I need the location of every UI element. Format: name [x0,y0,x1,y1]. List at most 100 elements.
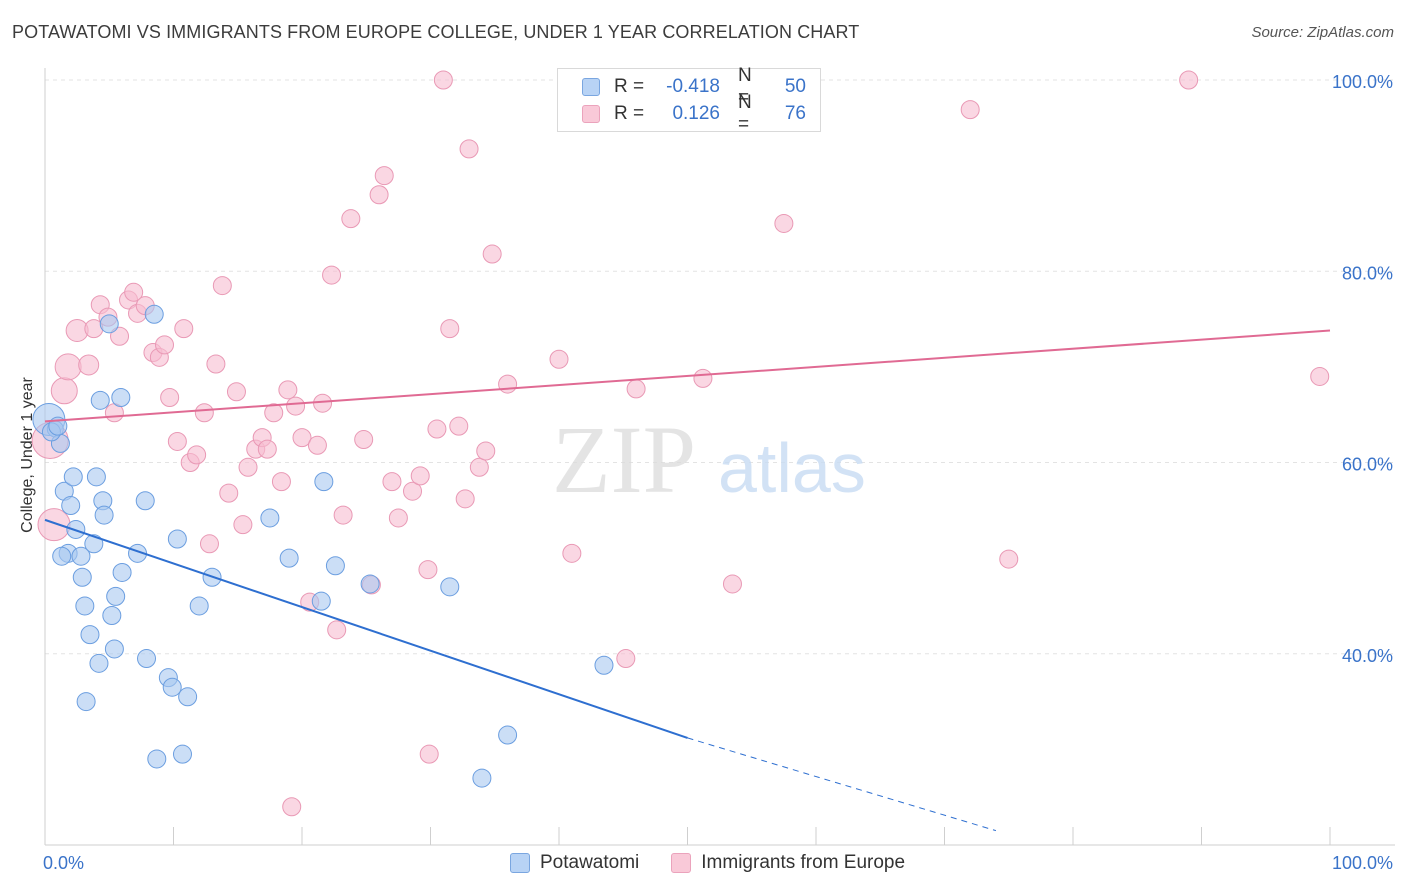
immigrants-point [313,393,333,413]
potawatomi-point [90,390,110,410]
immigrants-point [476,441,496,461]
potawatomi-point [189,596,209,616]
source-label: Source: ZipAtlas.com [1251,24,1394,41]
potawatomi-point [94,505,114,525]
immigrants-point [282,797,302,817]
immigrants-point [626,379,646,399]
immigrants-point [206,354,226,374]
immigrants-point [124,282,144,302]
potawatomi-point [80,625,100,645]
potawatomi-point [112,562,132,582]
immigrants-point [960,100,980,120]
potawatomi-point [52,546,72,566]
immigrants-point [774,213,794,233]
potawatomi-point [167,529,187,549]
potawatomi-point [178,687,198,707]
legend-r-label: R = [614,103,645,124]
legend-swatch-pink [582,105,600,123]
potawatomi-point [440,577,460,597]
y-tick-label: 100.0% [1332,72,1393,92]
immigrants-trendline [44,329,1331,423]
immigrants-point [322,265,342,285]
immigrants-point [410,466,430,486]
potawatomi-point [75,596,95,616]
potawatomi-point [63,467,83,487]
immigrants-point [155,335,175,355]
immigrants-point [427,419,447,439]
potawatomi-point [498,725,518,745]
legend-row-potawatomi: R = -0.418 N = 50 [582,65,806,108]
potawatomi-point [325,556,345,576]
immigrants-point [455,489,475,509]
immigrants-point [440,319,460,339]
immigrants-point [403,481,423,501]
y-tick-label: 60.0% [1342,455,1393,475]
legend-n-label: N = [738,65,752,108]
potawatomi-point [360,574,380,594]
legend-n-label: N = [738,92,752,135]
legend-item-potawatomi[interactable]: Potawatomi [510,852,639,874]
legend-row-immigrants: R = 0.126 N = 76 [582,92,806,135]
immigrants-point [212,276,232,296]
immigrants-point [286,396,306,416]
potawatomi-point [111,387,131,407]
immigrants-point [226,382,246,402]
immigrants-point [549,349,569,369]
legend-swatch-blue [582,78,600,96]
potawatomi-point [314,472,334,492]
chart-title: POTAWATOMI VS IMMIGRANTS FROM EUROPE COL… [12,22,860,42]
legend-n-value: 50 [784,76,806,97]
potawatomi-point [71,546,91,566]
immigrants-point [187,445,207,465]
potawatomi-point [172,744,192,764]
watermark-zip: ZIP [552,406,696,513]
immigrants-point [1179,70,1199,90]
immigrants-point [54,353,82,381]
legend-n-value: 76 [784,103,806,124]
immigrants-point [199,534,219,554]
legend-label: Immigrants from Europe [701,852,906,873]
legend-label: Potawatomi [540,852,640,873]
potawatomi-point [472,768,492,788]
immigrants-point [233,515,253,535]
immigrants-point [1310,366,1330,386]
legend-swatch-blue [510,853,530,873]
legend-swatch-pink [671,853,692,873]
immigrants-point [78,354,100,376]
potawatomi-point [279,548,299,568]
immigrants-point [110,326,130,346]
potawatomi-point [594,655,614,675]
potawatomi-point [147,749,167,769]
immigrants-point [418,560,438,580]
immigrants-point [194,403,214,423]
potawatomi-point [61,496,81,516]
potawatomi-point [104,639,124,659]
potawatomi-point [137,649,157,669]
potawatomi-trendline-extension [687,737,997,832]
potawatomi-point [162,677,182,697]
potawatomi-trendline [44,518,688,739]
immigrants-point [257,439,277,459]
y-tick-label: 40.0% [1342,646,1393,666]
immigrants-point [562,543,582,563]
immigrants-point [292,428,312,448]
legend-r-value: -0.418 [666,76,720,97]
immigrants-point [449,416,469,436]
immigrants-point [354,430,374,450]
immigrants-point [219,483,239,503]
legend-item-immigrants[interactable]: Immigrants from Europe [671,852,905,874]
immigrants-point [327,620,347,640]
immigrants-point [369,185,389,205]
potawatomi-point [76,692,96,712]
immigrants-point [382,472,402,492]
potawatomi-point [86,467,106,487]
potawatomi-point [102,606,122,625]
immigrants-point [722,574,742,594]
immigrants-point [333,505,353,525]
immigrants-point [482,244,502,264]
watermark-atlas: atlas [718,429,866,507]
potawatomi-point [144,304,164,324]
immigrants-point [388,508,408,528]
immigrants-point [50,377,78,405]
